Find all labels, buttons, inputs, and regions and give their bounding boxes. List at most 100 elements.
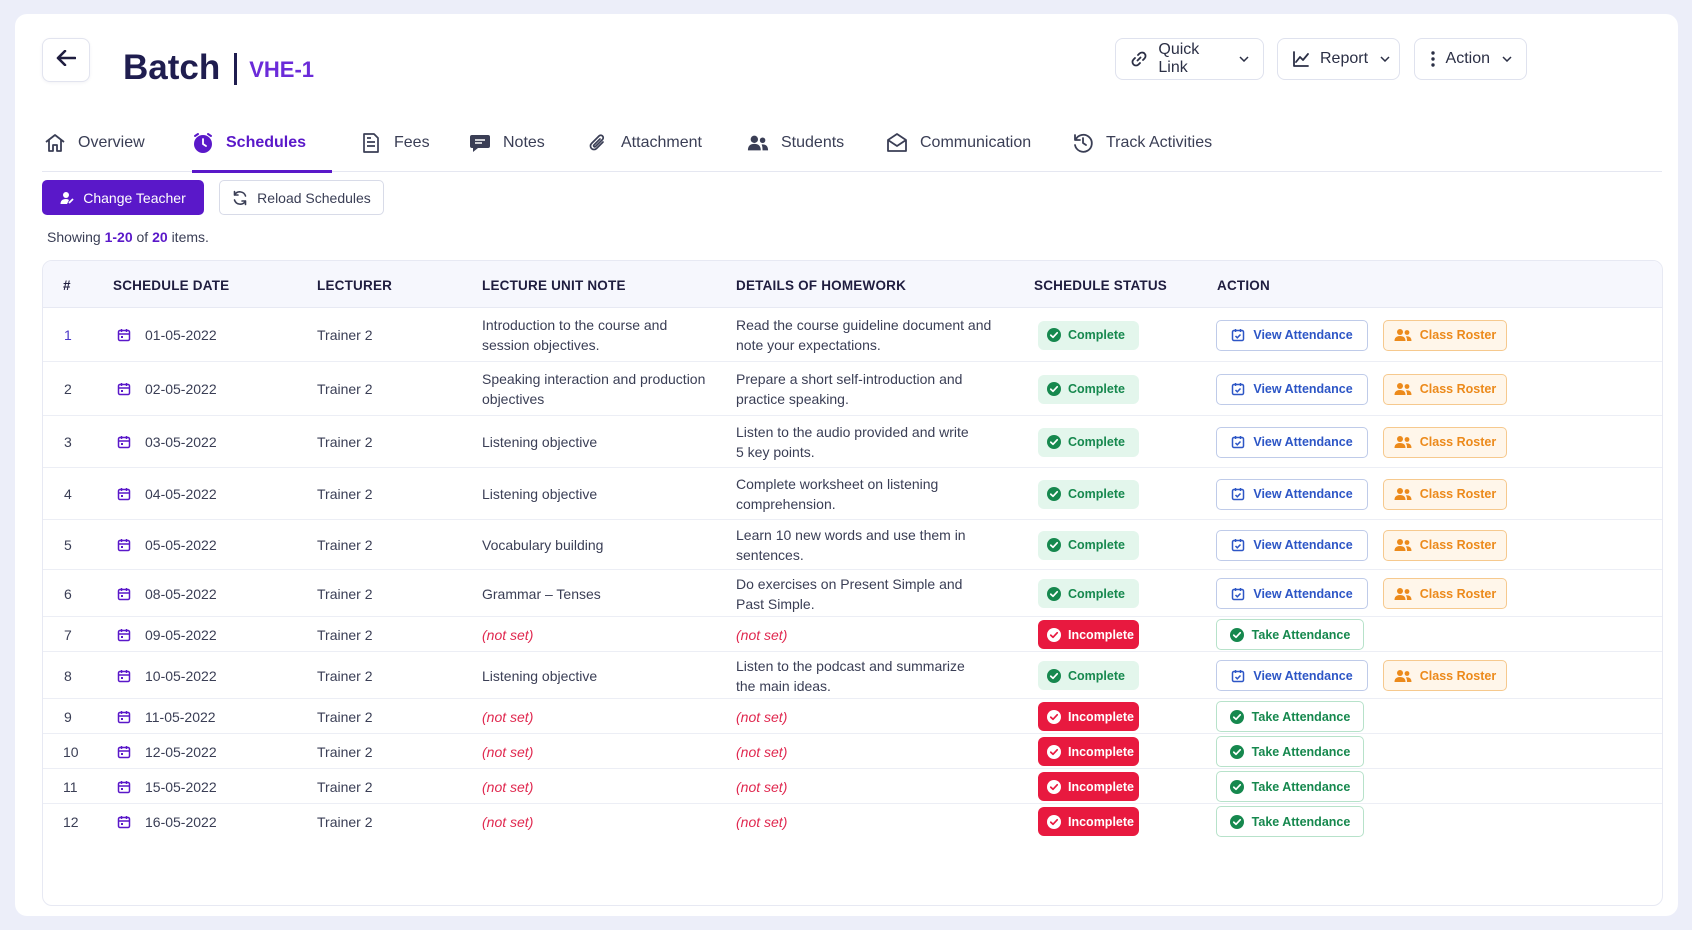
date-text: 11-05-2022 — [145, 708, 216, 725]
summary-range: 1-20 — [104, 229, 133, 245]
lecture-unit-note: (not set) — [482, 778, 534, 795]
check-circle-icon — [1229, 744, 1244, 759]
view-attendance-button[interactable]: View Attendance — [1216, 478, 1368, 510]
report-button[interactable]: Report — [1277, 38, 1400, 80]
take-attendance-button[interactable]: Take Attendance — [1216, 806, 1364, 837]
row-number: 9 — [64, 708, 72, 725]
take-attendance-button[interactable]: Take Attendance — [1216, 619, 1364, 650]
class-roster-button[interactable]: Class Roster — [1383, 426, 1507, 458]
lecture-unit-note: Speaking interaction and production objec… — [482, 369, 705, 409]
check-circle-icon — [1047, 538, 1061, 552]
homework-details: Do exercises on Present Simple and Past S… — [736, 574, 962, 614]
back-button[interactable] — [42, 38, 90, 82]
refresh-icon — [232, 190, 248, 206]
text-line: objectives — [482, 391, 545, 407]
action-button[interactable]: Action — [1414, 38, 1527, 80]
view-attendance-label: View Attendance — [1253, 487, 1353, 501]
lecture-unit-note: Introduction to the course and session ob… — [482, 315, 667, 355]
tab-attachment[interactable]: Attachment — [587, 114, 702, 172]
tab-communication[interactable]: Communication — [886, 114, 1031, 172]
calendar-icon — [117, 710, 131, 724]
check-circle-icon — [1047, 328, 1061, 342]
table-header: # SCHEDULE DATE LECTURER LECTURE UNIT NO… — [43, 261, 1662, 308]
calendar-check-icon — [1231, 435, 1245, 449]
status-label: Complete — [1068, 435, 1125, 449]
text-line: Do exercises on Present Simple and — [736, 575, 963, 592]
text-line: Grammar – Tenses — [482, 585, 601, 602]
view-attendance-button[interactable]: View Attendance — [1216, 660, 1368, 691]
status-badge: Complete — [1038, 427, 1139, 457]
tab-notes[interactable]: Notes — [469, 114, 545, 172]
check-circle-icon — [1047, 744, 1061, 759]
col-header-schedule-status: SCHEDULE STATUS — [1034, 278, 1168, 293]
class-roster-button[interactable]: Class Roster — [1383, 478, 1507, 510]
lecture-unit-note: (not set) — [482, 743, 534, 760]
chevron-down-icon — [1502, 56, 1512, 62]
tab-schedules[interactable]: Schedules — [192, 114, 333, 173]
class-roster-button[interactable]: Class Roster — [1383, 660, 1507, 691]
calendar-icon — [117, 628, 131, 642]
text-line: sentences. — [736, 547, 804, 563]
quick-link-button[interactable]: Quick Link — [1115, 38, 1264, 80]
users-icon — [1394, 669, 1412, 683]
class-roster-button[interactable]: Class Roster — [1383, 578, 1507, 609]
text-line: Learn 10 new words and use them in — [736, 527, 966, 543]
table-row: 10 12-05-2022 Trainer 2 (not set) (not set) I… — [43, 734, 1662, 769]
status-label: Incomplete — [1068, 744, 1134, 759]
page-title: Batch VHE-1 — [123, 48, 314, 88]
status-label: Complete — [1068, 538, 1125, 552]
row-number: 10 — [63, 743, 79, 760]
class-roster-button[interactable]: Class Roster — [1383, 373, 1507, 405]
lecturer: Trainer 2 — [317, 381, 373, 397]
check-circle-icon — [1047, 382, 1061, 396]
tab-fees[interactable]: Fees — [360, 114, 430, 172]
date-text: 05-05-2022 — [145, 537, 217, 553]
calendar-check-icon — [1231, 328, 1245, 342]
view-attendance-button[interactable]: View Attendance — [1216, 529, 1368, 561]
users-icon — [1394, 487, 1412, 501]
history-icon — [1072, 132, 1094, 154]
table-row: 3 03-05-2022 Trainer 2 Listening objective L… — [43, 416, 1662, 468]
change-teacher-button[interactable]: Change Teacher — [42, 180, 204, 215]
tab-overview[interactable]: Overview — [44, 114, 145, 172]
class-roster-button[interactable]: Class Roster — [1383, 319, 1507, 351]
calendar-check-icon — [1231, 382, 1245, 396]
tab-students[interactable]: Students — [747, 114, 844, 172]
reload-schedules-label: Reload Schedules — [257, 189, 371, 206]
table-row: 4 04-05-2022 Trainer 2 Listening objective C… — [43, 468, 1662, 520]
date-text: 16-05-2022 — [145, 813, 217, 830]
view-attendance-label: View Attendance — [1253, 328, 1353, 342]
homework-details: (not set) — [736, 626, 788, 643]
row-number: 7 — [64, 626, 72, 643]
take-attendance-button[interactable]: Take Attendance — [1216, 771, 1364, 802]
calendar-check-icon — [1231, 538, 1245, 552]
schedule-date: 01-05-2022 — [117, 325, 217, 345]
take-attendance-label: Take Attendance — [1251, 627, 1351, 642]
lecturer: Trainer 2 — [317, 743, 373, 760]
date-text: 12-05-2022 — [145, 743, 217, 760]
calendar-check-icon — [1231, 487, 1245, 501]
class-roster-label: Class Roster — [1419, 487, 1497, 501]
view-attendance-button[interactable]: View Attendance — [1216, 578, 1368, 609]
view-attendance-button[interactable]: View Attendance — [1216, 319, 1368, 351]
tab-label: Notes — [503, 134, 545, 151]
text-line: Complete worksheet on listening — [736, 476, 939, 492]
tab-track-activities[interactable]: Track Activities — [1072, 114, 1212, 172]
date-text: 01-05-2022 — [145, 327, 217, 343]
take-attendance-label: Take Attendance — [1251, 744, 1351, 759]
row-number: 5 — [64, 537, 72, 553]
status-badge: Complete — [1038, 479, 1139, 509]
table-row: 1 01-05-2022 Trainer 2 Introduction to the … — [43, 308, 1662, 362]
table-row: 7 09-05-2022 Trainer 2 (not set) (not set) In… — [43, 617, 1662, 652]
row-number: 3 — [64, 434, 72, 450]
check-circle-icon — [1047, 814, 1061, 829]
reload-schedules-button[interactable]: Reload Schedules — [219, 180, 384, 215]
table-row: 8 10-05-2022 Trainer 2 Listening objective L… — [43, 652, 1662, 699]
users-icon — [747, 132, 769, 154]
take-attendance-button[interactable]: Take Attendance — [1216, 701, 1364, 732]
class-roster-button[interactable]: Class Roster — [1383, 529, 1507, 561]
view-attendance-button[interactable]: View Attendance — [1216, 426, 1368, 458]
view-attendance-button[interactable]: View Attendance — [1216, 373, 1368, 405]
col-header-schedule-date: SCHEDULE DATE — [113, 278, 230, 293]
take-attendance-button[interactable]: Take Attendance — [1216, 736, 1364, 767]
